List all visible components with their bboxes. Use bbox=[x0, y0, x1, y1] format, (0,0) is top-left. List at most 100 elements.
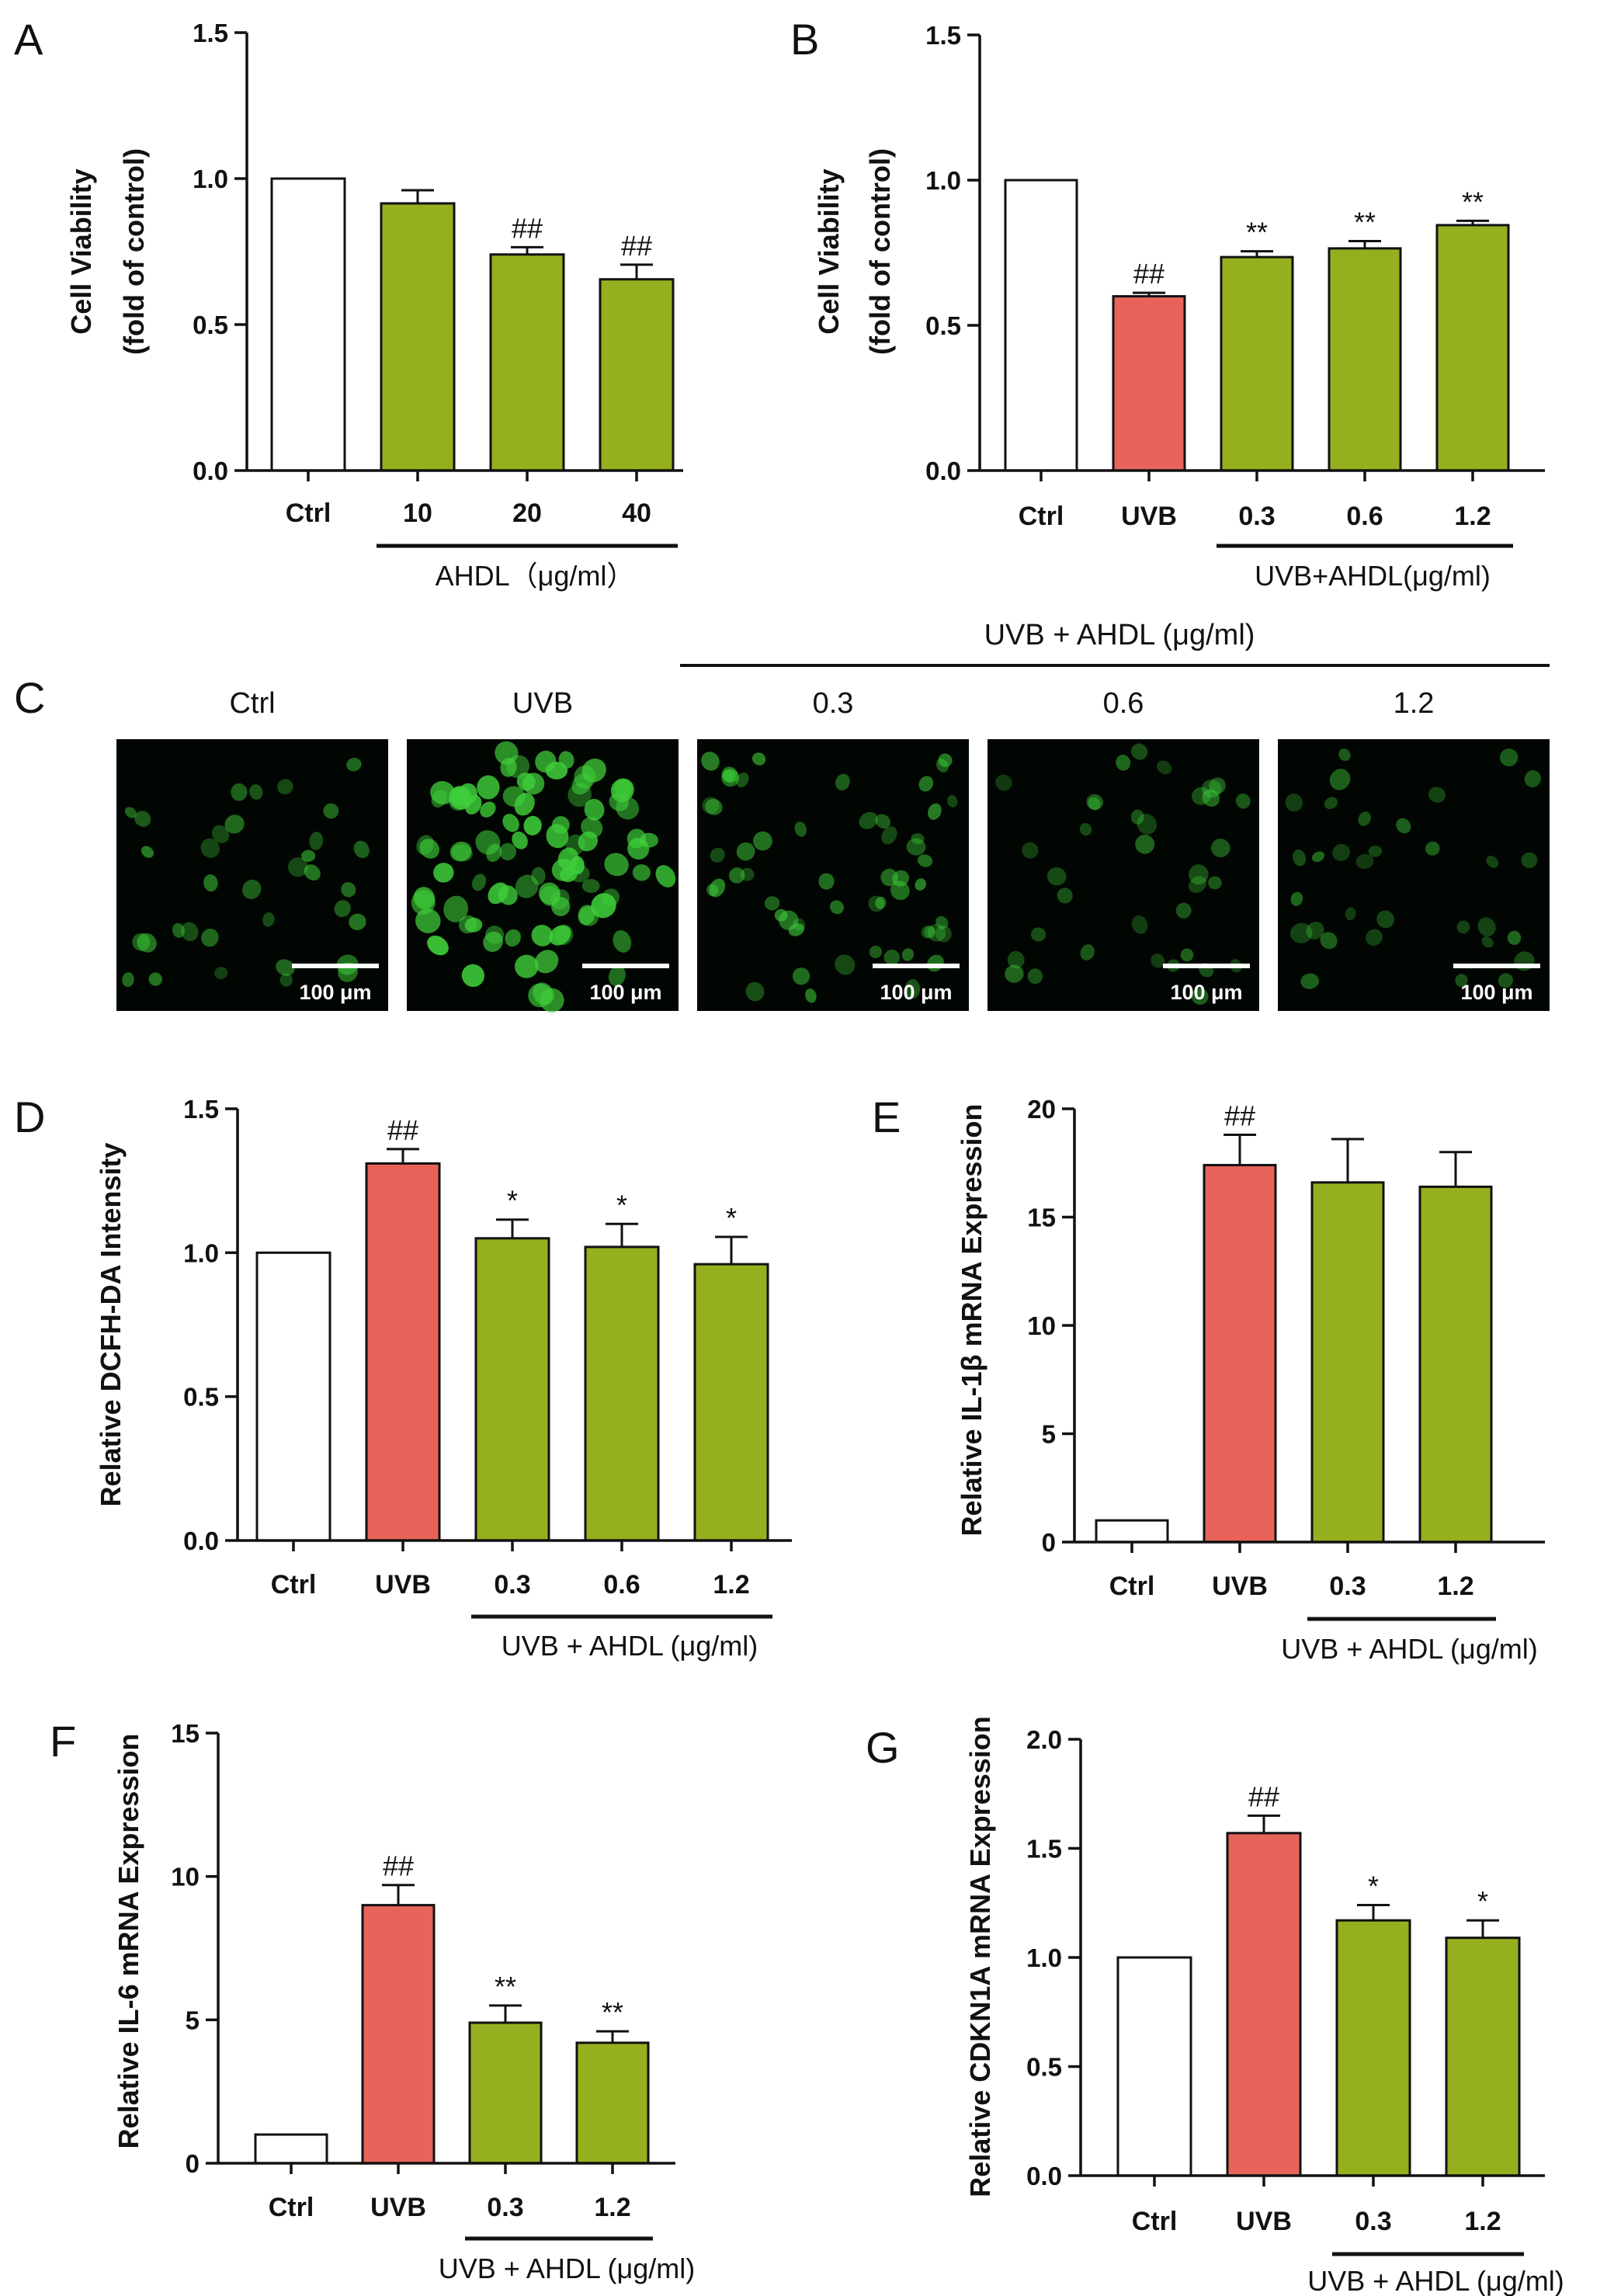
cell bbox=[1324, 797, 1338, 810]
cell bbox=[203, 874, 218, 892]
cell bbox=[818, 873, 835, 890]
bar-UVB bbox=[1226, 1832, 1302, 2177]
cell bbox=[276, 959, 295, 976]
significance-label: ** bbox=[602, 1996, 623, 2028]
cell bbox=[655, 865, 676, 887]
y-tick-label: 0.5 bbox=[183, 1383, 219, 1412]
bar-0.6 bbox=[1328, 247, 1402, 472]
bar-1.2 bbox=[1445, 1936, 1521, 2177]
cell bbox=[1135, 834, 1155, 854]
group-label: UVB + AHDL (μg/ml) bbox=[502, 1630, 758, 1662]
bar-0.6 bbox=[584, 1245, 660, 1542]
cell bbox=[419, 839, 440, 859]
cell bbox=[1211, 839, 1230, 858]
cell bbox=[224, 815, 245, 834]
micrograph-title: 0.6 bbox=[1103, 687, 1144, 720]
y-tick-label: 0.5 bbox=[193, 311, 228, 339]
cell bbox=[148, 972, 162, 986]
x-tick-label: 1.2 bbox=[713, 1570, 749, 1600]
cell bbox=[277, 779, 293, 795]
significance-label: * bbox=[507, 1185, 518, 1217]
x-tick-label: 1.2 bbox=[1437, 1572, 1473, 1601]
micrograph-1.2: 1.2 100 μm bbox=[1278, 687, 1550, 1011]
cell bbox=[449, 792, 469, 811]
cell bbox=[1521, 852, 1538, 869]
cell bbox=[868, 895, 884, 912]
bar-0.3 bbox=[1335, 1919, 1411, 2177]
cell bbox=[1079, 822, 1092, 836]
cell bbox=[450, 787, 469, 806]
cell bbox=[1332, 843, 1350, 862]
bar-UVB bbox=[1203, 1164, 1277, 1544]
micrograph-Ctrl: Ctrl 100 μm bbox=[116, 687, 388, 1011]
scale-bar-label: 100 μm bbox=[299, 981, 371, 1004]
cell bbox=[201, 929, 219, 947]
cell bbox=[568, 783, 592, 808]
cell bbox=[1477, 917, 1496, 937]
group-label: UVB + AHDL (μg/ml) bbox=[1281, 1633, 1538, 1665]
y-tick-label: 0.5 bbox=[925, 311, 961, 340]
cell bbox=[1005, 964, 1024, 983]
significance-label: ## bbox=[1248, 1780, 1279, 1812]
cell bbox=[1293, 849, 1306, 867]
bar-1.2 bbox=[1418, 1185, 1493, 1544]
cell bbox=[829, 900, 845, 915]
cell bbox=[1366, 929, 1383, 946]
bar-1.2 bbox=[1435, 224, 1510, 472]
x-tick-label: 0.6 bbox=[603, 1570, 640, 1600]
cell bbox=[1425, 841, 1440, 856]
cell bbox=[1428, 787, 1446, 803]
cell bbox=[262, 912, 275, 927]
significance-label: ** bbox=[1462, 186, 1484, 217]
cell bbox=[486, 843, 502, 863]
scale-bar-label: 100 μm bbox=[1170, 981, 1242, 1004]
cell bbox=[124, 807, 137, 818]
cell bbox=[304, 864, 321, 881]
chart-panel-A: A Cell Viability (fold of control) Ctrl 10 ##… bbox=[14, 15, 683, 592]
cell bbox=[701, 752, 720, 771]
cell bbox=[430, 780, 456, 805]
cell bbox=[947, 794, 958, 808]
cell bbox=[1500, 749, 1519, 766]
chart-panel-D: D Relative DCFH-DA Intensity Ctrl ## UVB * 0.3… bbox=[14, 1092, 792, 1662]
cell bbox=[1175, 902, 1192, 919]
cell bbox=[411, 890, 436, 915]
y-tick-label: 1.5 bbox=[193, 19, 228, 47]
cell bbox=[540, 988, 564, 1013]
panel-label: E bbox=[872, 1092, 901, 1141]
cell bbox=[287, 857, 308, 877]
cell bbox=[1498, 973, 1514, 988]
cell bbox=[911, 833, 925, 845]
cell bbox=[1057, 887, 1073, 904]
cell bbox=[1130, 809, 1144, 825]
cell bbox=[1088, 797, 1101, 811]
cell bbox=[1289, 922, 1313, 943]
cell bbox=[632, 864, 651, 881]
chart-panel-E: E Relative IL-1β mRNA Expression Ctrl ## UVB… bbox=[872, 1092, 1545, 1665]
y-axis-label: Relative CDKN1A mRNA Expression bbox=[964, 1716, 996, 2197]
x-tick-label: UVB bbox=[1236, 2207, 1292, 2236]
cell bbox=[211, 825, 230, 843]
y-tick-label: 5 bbox=[186, 2006, 200, 2034]
cell bbox=[515, 874, 539, 898]
x-tick-label: Ctrl bbox=[271, 1570, 317, 1600]
group-label: UVB+AHDL(μg/ml) bbox=[1255, 560, 1491, 592]
cell bbox=[709, 878, 726, 898]
cell bbox=[458, 915, 477, 934]
y-axis-label: (fold of control) bbox=[864, 148, 896, 355]
cell bbox=[549, 925, 571, 946]
cell bbox=[1368, 846, 1383, 857]
cell bbox=[505, 929, 521, 947]
chart-panel-G: G Relative CDKN1A mRNA Expression Ctrl ## UV… bbox=[866, 1716, 1564, 2296]
x-tick-label: Ctrl bbox=[1132, 2207, 1178, 2236]
cell bbox=[905, 979, 921, 999]
cell bbox=[483, 931, 503, 952]
cell bbox=[515, 954, 539, 978]
cell bbox=[1137, 814, 1158, 835]
x-tick-label: Ctrl bbox=[1109, 1572, 1155, 1601]
cell bbox=[1022, 842, 1039, 859]
bar-0.3 bbox=[474, 1237, 550, 1542]
cell bbox=[710, 847, 725, 863]
cell bbox=[353, 840, 370, 859]
cell bbox=[279, 973, 293, 987]
